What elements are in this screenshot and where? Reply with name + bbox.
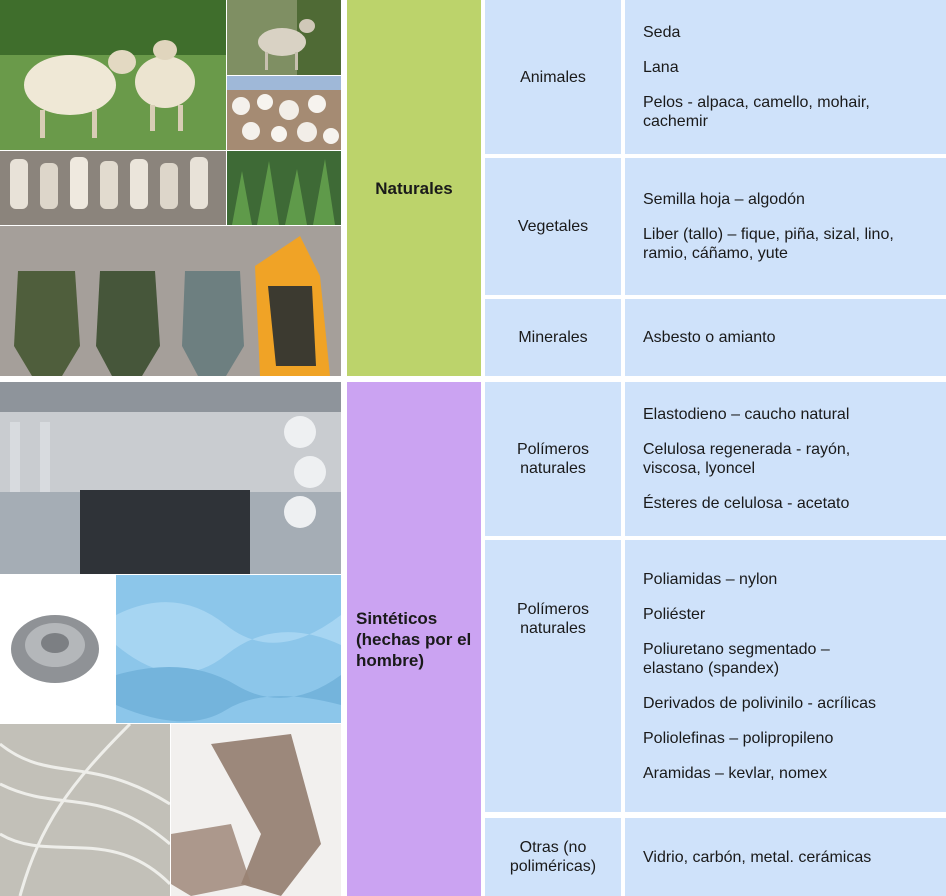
blue-fabric-photo (116, 575, 341, 723)
sheep-photo (0, 0, 226, 150)
yarn-spools-photo (0, 151, 226, 225)
subcategory-label: Animales (520, 68, 586, 86)
list-item: Seda (643, 24, 681, 41)
glass-fiber-photo (0, 724, 170, 896)
list-item: Poliolefinas – polipropileno (643, 729, 834, 747)
list-item: Derivados de polivinilo - acrílicas (643, 694, 876, 712)
items-cell: Vidrio, carbón, metal. cerámicas (625, 818, 946, 896)
subcategory-label: Otras (no poliméricas) (509, 839, 597, 875)
subcategory-label: Minerales (518, 329, 588, 346)
list-item: Liber (tallo) – fique, piña, sizal, lino… (643, 226, 894, 262)
list-item: Celulosa regenerada - rayón, viscosa, ly… (643, 441, 851, 477)
subcategory-cell: Minerales (485, 299, 621, 376)
subcategory-label: Vegetales (517, 218, 589, 235)
items-cell: Seda Lana Pelos - alpaca, camello, mohai… (625, 0, 946, 154)
list-item: Poliéster (643, 605, 706, 623)
items-cell: Elastodieno – caucho natural Celulosa re… (625, 382, 946, 536)
category-sinteticos: Sintéticos (hechas por el hombre) (347, 382, 481, 896)
steel-wool-photo (0, 575, 115, 723)
subcategory-label: Polímeros naturales (516, 441, 590, 477)
stockings-photo (171, 724, 341, 896)
list-item: Aramidas – kevlar, nomex (643, 764, 828, 782)
plants-photo (227, 151, 341, 225)
category-naturales: Naturales (347, 0, 481, 376)
subcategory-cell: Animales (485, 0, 621, 154)
subcategory-cell: Vegetales (485, 158, 621, 295)
list-item: Poliuretano segmentado – elastano (spand… (643, 640, 830, 677)
subcategory-cell: Polímeros naturales (485, 382, 621, 536)
items-cell: Poliamidas – nylon Poliéster Poliuretano… (625, 540, 946, 812)
list-item: Poliamidas – nylon (643, 570, 778, 588)
knitting-machine-photo (0, 382, 341, 574)
category-sinteticos-label: Sintéticos (hechas por el hombre) (356, 608, 472, 670)
subcategory-cell: Polímeros naturales (485, 540, 621, 812)
list-item: Vidrio, carbón, metal. cerámicas (643, 848, 872, 866)
list-item: Elastodieno – caucho natural (643, 406, 850, 423)
items-cell: Semilla hoja – algodón Liber (tallo) – f… (625, 158, 946, 295)
list-item: Semilla hoja – algodón (643, 191, 805, 208)
subcategory-cell: Otras (no poliméricas) (485, 818, 621, 896)
list-item: Asbesto o amianto (643, 329, 776, 346)
list-item: Pelos - alpaca, camello, mohair, cachemi… (643, 94, 870, 130)
subcategory-label: Polímeros naturales (516, 601, 590, 637)
goat-photo (227, 0, 341, 75)
uniforms-fire-photo (0, 226, 341, 376)
cotton-photo (227, 76, 341, 150)
category-naturales-label: Naturales (375, 178, 453, 198)
list-item: Lana (643, 59, 679, 76)
list-item: Ésteres de celulosa - acetato (643, 495, 850, 512)
items-cell: Asbesto o amianto (625, 299, 946, 376)
